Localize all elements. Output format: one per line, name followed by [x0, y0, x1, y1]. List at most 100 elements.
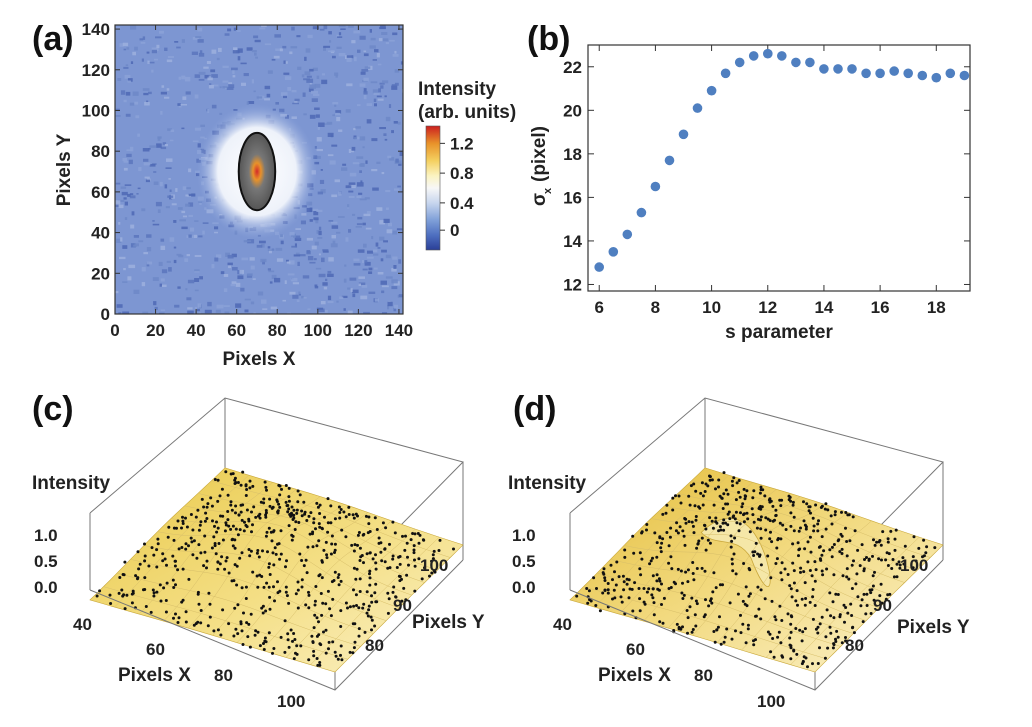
heatmap-noise-cell	[115, 108, 120, 111]
data-point	[852, 559, 855, 563]
data-point	[694, 518, 698, 522]
heatmap-noise-cell	[185, 203, 190, 207]
data-point	[650, 593, 654, 597]
data-point	[613, 596, 617, 600]
data-point	[317, 633, 321, 637]
data-point	[684, 570, 688, 574]
data-point	[326, 530, 330, 534]
data-point	[342, 510, 346, 514]
data-point	[848, 539, 852, 543]
data-point	[860, 543, 864, 547]
heatmap-noise-cell	[271, 274, 277, 279]
data-point	[627, 596, 631, 600]
data-point	[779, 641, 783, 645]
scatter-point	[917, 70, 928, 81]
data-point	[263, 636, 267, 640]
data-point	[162, 586, 166, 590]
heatmap-noise-cell	[385, 42, 389, 45]
data-point	[199, 609, 203, 612]
heatmap-noise-cell	[128, 264, 136, 269]
data-point	[374, 553, 377, 557]
data-point	[840, 552, 844, 555]
data-point	[712, 630, 716, 633]
data-point	[284, 585, 288, 589]
heatmap-noise-cell	[280, 92, 288, 96]
heatmap-noise-cell	[143, 92, 149, 96]
data-point	[825, 608, 829, 612]
heatmap-noise-cell	[156, 44, 160, 49]
heatmap-noise-cell	[370, 81, 378, 84]
data-point	[244, 597, 248, 600]
data-point	[743, 497, 747, 501]
heatmap-noise-cell	[314, 155, 321, 159]
scatter-point	[763, 48, 773, 59]
data-point	[780, 654, 784, 658]
data-point	[338, 516, 342, 520]
data-point	[136, 576, 140, 580]
data-point	[688, 503, 692, 507]
data-point	[249, 612, 253, 616]
scatter-point	[608, 247, 619, 257]
heatmap-noise-cell	[321, 73, 325, 76]
heatmap-noise-cell	[322, 250, 329, 253]
data-point	[862, 569, 866, 573]
panel-c-ytick-3: 80	[365, 636, 384, 655]
heatmap-noise-cell	[374, 298, 379, 302]
heatmap-noise-cell	[383, 133, 387, 136]
data-point	[212, 629, 216, 633]
heatmap-noise-cell	[340, 28, 346, 30]
heatmap-noise-cell	[211, 74, 218, 78]
data-point	[879, 543, 883, 547]
data-point	[109, 602, 113, 605]
data-point	[843, 620, 846, 624]
scatter-point	[875, 68, 885, 79]
scatter-point	[622, 229, 633, 240]
data-point	[374, 567, 378, 571]
heatmap-noise-cell	[301, 295, 304, 299]
heatmap-noise-cell	[307, 308, 311, 310]
data-point	[741, 599, 745, 603]
data-point	[638, 597, 642, 601]
heatmap-noise-cell	[275, 102, 279, 105]
data-point	[778, 604, 782, 608]
heatmap-noise-cell	[200, 136, 205, 139]
data-point	[890, 567, 894, 570]
data-point	[864, 612, 868, 616]
heatmap-noise-cell	[124, 184, 132, 186]
heatmap-noise-cell	[164, 184, 168, 189]
data-point	[333, 548, 337, 552]
data-point	[789, 646, 793, 650]
data-point	[669, 586, 673, 589]
data-point	[272, 585, 275, 589]
data-point	[895, 562, 899, 566]
data-point	[585, 587, 589, 590]
data-point	[432, 569, 436, 573]
heatmap-noise-cell	[355, 126, 361, 129]
heatmap-noise-cell	[297, 66, 302, 70]
heatmap-noise-cell	[359, 35, 366, 40]
heatmap-noise-cell	[197, 27, 203, 32]
heatmap-noise-cell	[179, 219, 186, 222]
heatmap-noise-cell	[354, 56, 357, 62]
data-point	[274, 552, 278, 556]
heatmap-noise-cell	[132, 91, 139, 96]
heatmap-noise-cell	[247, 101, 255, 104]
heatmap-noise-cell	[304, 56, 307, 61]
heatmap-noise-cell	[312, 26, 319, 30]
heatmap-noise-cell	[162, 142, 167, 145]
data-point	[714, 487, 717, 491]
heatmap-noise-cell	[283, 72, 290, 75]
surface-grid-line	[790, 536, 920, 665]
heatmap-noise-cell	[332, 114, 335, 117]
data-point	[840, 510, 843, 514]
heatmap-noise-cell	[316, 230, 319, 234]
panel-a-xtick-label: 20	[146, 321, 165, 340]
data-point	[380, 559, 384, 563]
heatmap-noise-cell	[306, 237, 313, 241]
panel-d-ztick-1: 1.0	[512, 526, 536, 545]
data-point	[242, 529, 246, 533]
heatmap-noise-cell	[397, 185, 401, 188]
data-point	[725, 627, 729, 631]
data-point	[824, 502, 828, 506]
